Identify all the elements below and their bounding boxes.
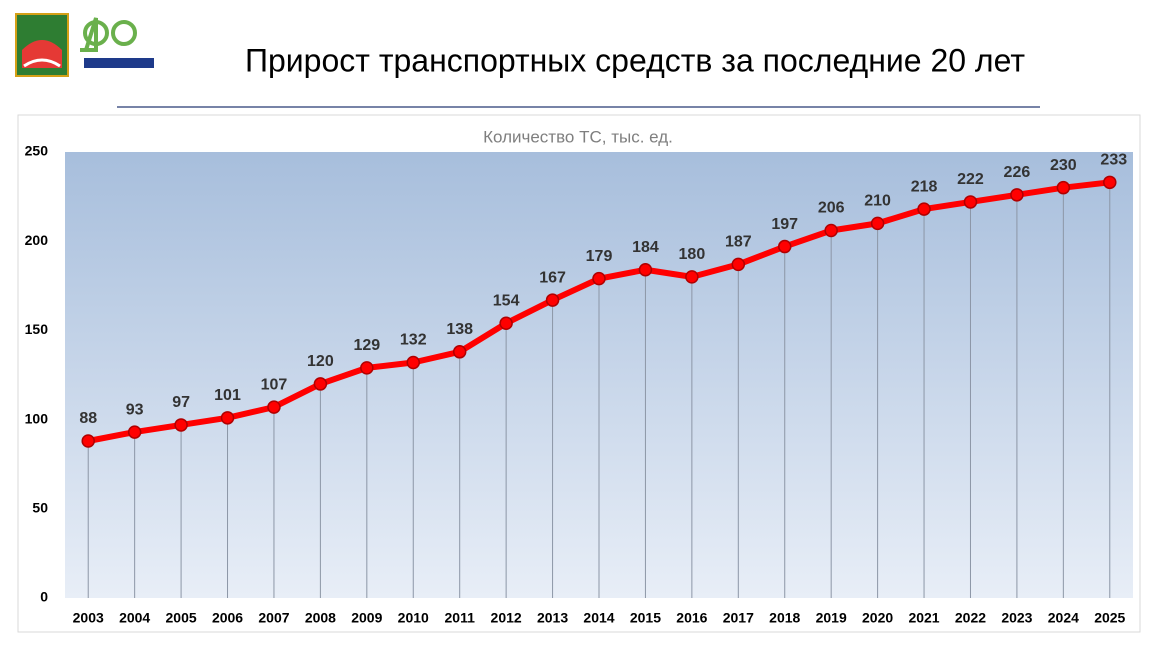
data-label: 222: [957, 171, 984, 188]
x-tick-label: 2023: [1001, 610, 1032, 626]
data-label: 138: [446, 321, 473, 338]
data-label: 154: [493, 292, 520, 309]
x-tick-label: 2010: [398, 610, 429, 626]
data-point: [1010, 188, 1024, 202]
data-label: 226: [1004, 164, 1031, 181]
data-point: [174, 418, 188, 432]
data-point: [1056, 180, 1071, 195]
x-tick-label: 2008: [305, 610, 336, 626]
x-tick-label: 2004: [119, 610, 150, 626]
data-label: 107: [261, 376, 288, 393]
x-tick-label: 2025: [1094, 610, 1125, 626]
y-tick-label: 250: [25, 143, 49, 159]
x-tick-label: 2019: [816, 610, 847, 626]
data-point: [685, 270, 699, 284]
x-tick-label: 2003: [73, 610, 104, 626]
data-point: [777, 239, 792, 254]
data-label: 97: [172, 394, 190, 411]
x-tick-label: 2016: [676, 610, 707, 626]
data-label: 120: [307, 353, 334, 370]
data-point: [592, 271, 606, 286]
y-tick-label: 0: [40, 589, 48, 605]
data-label: 187: [725, 234, 752, 251]
data-label: 167: [539, 269, 566, 286]
y-tick-label: 100: [25, 410, 49, 426]
x-tick-label: 2011: [445, 610, 476, 626]
x-tick-label: 2020: [862, 610, 893, 626]
data-label: 101: [214, 387, 241, 404]
x-tick-label: 2006: [212, 610, 243, 626]
data-label: 206: [818, 200, 845, 217]
x-tick-label: 2009: [351, 610, 382, 626]
chart-title: Количество ТС, тыс. ед.: [483, 127, 673, 146]
x-tick-label: 2012: [491, 610, 522, 626]
data-label: 184: [632, 239, 659, 256]
x-tick-label: 2024: [1048, 610, 1079, 626]
data-point: [917, 202, 931, 216]
data-label: 197: [771, 216, 798, 233]
data-point: [545, 293, 560, 307]
data-point: [731, 257, 746, 272]
x-tick-label: 2017: [723, 610, 754, 626]
data-label: 230: [1050, 157, 1077, 174]
data-point: [360, 361, 374, 375]
data-point: [220, 411, 235, 425]
data-point: [499, 316, 513, 331]
data-label: 210: [864, 193, 891, 210]
data-label: 93: [126, 401, 144, 418]
data-point: [452, 345, 467, 359]
x-tick-label: 2022: [955, 610, 986, 626]
data-label: 233: [1100, 152, 1127, 169]
data-point: [963, 195, 978, 209]
x-tick-label: 2018: [769, 610, 800, 626]
data-label: 180: [679, 246, 706, 263]
x-tick-label: 2015: [630, 610, 661, 626]
data-point: [824, 223, 838, 238]
logo: [15, 13, 154, 77]
data-point: [81, 434, 95, 448]
x-tick-label: 2007: [258, 610, 289, 626]
data-point: [127, 425, 142, 439]
y-tick-label: 50: [32, 500, 48, 516]
y-tick-label: 150: [25, 321, 49, 337]
x-tick-label: 2021: [908, 610, 939, 626]
data-point: [870, 216, 885, 231]
plot: 0 50 100 150 200 250 2003 2004 2005 2006 2007 2008 2…: [25, 143, 1128, 626]
x-tick-label: 2005: [166, 610, 197, 626]
data-label: 132: [400, 332, 427, 349]
data-point: [638, 262, 653, 277]
data-point: [313, 377, 328, 391]
x-tick-label: 2014: [583, 610, 614, 626]
data-label: 179: [586, 248, 613, 265]
data-point: [1103, 175, 1117, 190]
x-tick-label: 2013: [537, 610, 568, 626]
data-point: [406, 355, 421, 370]
data-label: 218: [911, 178, 938, 195]
data-label: 129: [353, 337, 380, 354]
y-tick-label: 200: [25, 232, 49, 248]
slide-title: Прирост транспортных средств за последни…: [245, 42, 1025, 78]
data-point: [267, 400, 281, 414]
data-label: 88: [79, 410, 97, 427]
